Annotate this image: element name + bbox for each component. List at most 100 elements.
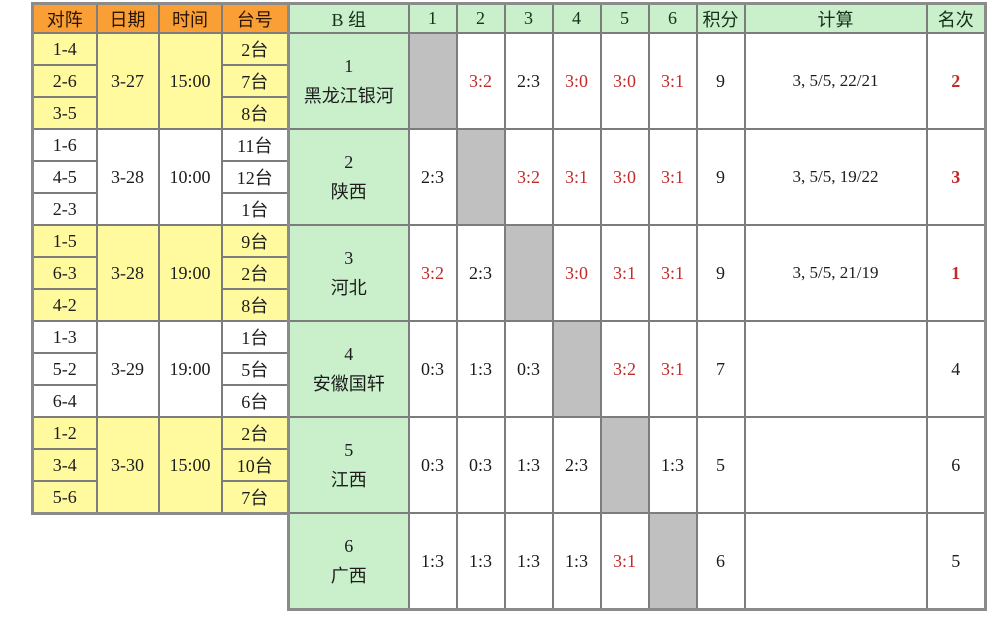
time-cell: 15:00 <box>157 416 223 515</box>
team-name: 河北 <box>330 278 367 298</box>
rank-cell: 5 <box>925 512 987 611</box>
score-cell: 2:3 <box>407 128 458 226</box>
score-cell: 3:1 <box>599 512 650 611</box>
date-cell: 3-28 <box>95 224 160 322</box>
results-row: 1 黑龙江银河 3:2 2:3 3:0 3:0 3:1 9 3, 5/5, 22/21 2 <box>287 32 987 130</box>
team-number: 5 <box>344 440 354 460</box>
results-row: 5 江西 0:3 0:3 1:3 2:3 1:3 5 6 <box>287 416 987 514</box>
points-cell: 9 <box>695 32 746 130</box>
team-name: 陕西 <box>330 182 367 202</box>
matchup-cell: 6-4 <box>31 384 98 418</box>
score-cell: 0:3 <box>407 416 458 514</box>
score-cell: 3:0 <box>551 224 602 322</box>
schedule-header-row: 对阵 日期 时间 台号 <box>31 2 290 34</box>
team-cell: 1 黑龙江银河 <box>287 32 410 130</box>
matchup-cell: 1-2 <box>31 416 98 450</box>
matchup-cell: 2-3 <box>31 192 98 226</box>
points-cell: 9 <box>695 224 746 322</box>
points-cell: 9 <box>695 128 746 226</box>
results-header-opponent-2: 2 <box>455 2 506 34</box>
results-header-row: B 组 1 2 3 4 5 6 积分 计算 名次 <box>287 2 987 34</box>
matchup-cell: 3-4 <box>31 448 98 482</box>
table-number-cell: 7台 <box>220 480 290 515</box>
score-cell: 3:2 <box>407 224 458 322</box>
schedule-row: 3-4 10台 <box>31 448 290 482</box>
score-cell: 1:3 <box>551 512 602 611</box>
schedule-row: 4-2 8台 <box>31 288 290 322</box>
calc-cell <box>743 512 928 611</box>
matchup-cell: 1-5 <box>31 224 98 258</box>
matchup-cell: 4-2 <box>31 288 98 322</box>
team-number: 3 <box>344 248 354 268</box>
schedule-row: 1-6 3-28 10:00 11台 <box>31 128 290 226</box>
score-cell: 1:3 <box>455 512 506 611</box>
results-header-opponent-3: 3 <box>503 2 554 34</box>
points-cell: 6 <box>695 512 746 611</box>
table-number-cell: 1台 <box>220 192 290 226</box>
score-cell: 2:3 <box>503 32 554 130</box>
team-cell: 4 安徽国轩 <box>287 320 410 418</box>
score-cell: 3:1 <box>599 224 650 322</box>
matchup-cell: 2-6 <box>31 64 98 98</box>
matchup-cell: 1-6 <box>31 128 98 162</box>
self-match-cell <box>503 224 554 322</box>
table-number-cell: 8台 <box>220 96 290 130</box>
team-name: 广西 <box>330 566 367 586</box>
results-row: 4 安徽国轩 0:3 1:3 0:3 3:2 3:1 7 4 <box>287 320 987 418</box>
self-match-cell <box>407 32 458 130</box>
time-cell: 19:00 <box>157 320 223 418</box>
table-number-cell: 6台 <box>220 384 290 418</box>
team-number: 2 <box>344 152 354 172</box>
self-match-cell <box>455 128 506 226</box>
matchup-cell: 5-2 <box>31 352 98 386</box>
results-row: 6 广西 1:3 1:3 1:3 1:3 3:1 6 5 <box>287 512 987 611</box>
team-number: 4 <box>344 344 354 364</box>
time-cell: 19:00 <box>157 224 223 322</box>
rank-cell: 2 <box>925 32 987 130</box>
calc-cell: 3, 5/5, 22/21 <box>743 32 928 130</box>
matchup-cell: 5-6 <box>31 480 98 515</box>
results-header-opponent-6: 6 <box>647 2 698 34</box>
schedule-row: 1-4 3-27 15:00 2台 <box>31 32 290 130</box>
table-number-cell: 9台 <box>220 224 290 258</box>
time-cell: 10:00 <box>157 128 223 226</box>
rank-cell: 1 <box>925 224 987 322</box>
table-number-cell: 11台 <box>220 128 290 162</box>
team-name: 安徽国轩 <box>312 374 385 394</box>
time-cell: 15:00 <box>157 32 223 130</box>
team-number: 1 <box>344 56 354 76</box>
date-cell: 3-29 <box>95 320 160 418</box>
matchup-cell: 1-4 <box>31 32 98 66</box>
points-cell: 7 <box>695 320 746 418</box>
table-number-cell: 2台 <box>220 256 290 290</box>
table-number-cell: 2台 <box>220 416 290 450</box>
results-header-opponent-4: 4 <box>551 2 602 34</box>
score-cell: 3:1 <box>647 128 698 226</box>
score-cell: 3:2 <box>599 320 650 418</box>
calc-cell: 3, 5/5, 19/22 <box>743 128 928 226</box>
schedule-row: 3-5 8台 <box>31 96 290 130</box>
score-cell: 3:1 <box>647 32 698 130</box>
score-cell: 1:3 <box>503 416 554 514</box>
schedule-table: 对阵 日期 时间 台号 1-4 3-27 15:00 2台 2-6 7台 3-5 8台 1-6 3… <box>31 2 290 515</box>
score-cell: 3:2 <box>503 128 554 226</box>
schedule-header-tableno: 台号 <box>220 2 290 34</box>
table-number-cell: 7台 <box>220 64 290 98</box>
date-cell: 3-30 <box>95 416 160 515</box>
results-header-calc: 计算 <box>743 2 928 34</box>
score-cell: 3:1 <box>647 320 698 418</box>
schedule-header-matchup: 对阵 <box>31 2 98 34</box>
score-cell: 0:3 <box>503 320 554 418</box>
team-cell: 5 江西 <box>287 416 410 514</box>
date-cell: 3-27 <box>95 32 160 130</box>
schedule-header-time: 时间 <box>157 2 223 34</box>
score-cell: 3:1 <box>551 128 602 226</box>
team-cell: 2 陕西 <box>287 128 410 226</box>
matchup-cell: 3-5 <box>31 96 98 130</box>
date-cell: 3-28 <box>95 128 160 226</box>
results-table: B 组 1 2 3 4 5 6 积分 计算 名次 1 黑龙江银河 3:2 2:3 3:0… <box>287 2 987 611</box>
team-cell: 3 河北 <box>287 224 410 322</box>
table-number-cell: 12台 <box>220 160 290 194</box>
table-number-cell: 5台 <box>220 352 290 386</box>
schedule-header-date: 日期 <box>95 2 160 34</box>
